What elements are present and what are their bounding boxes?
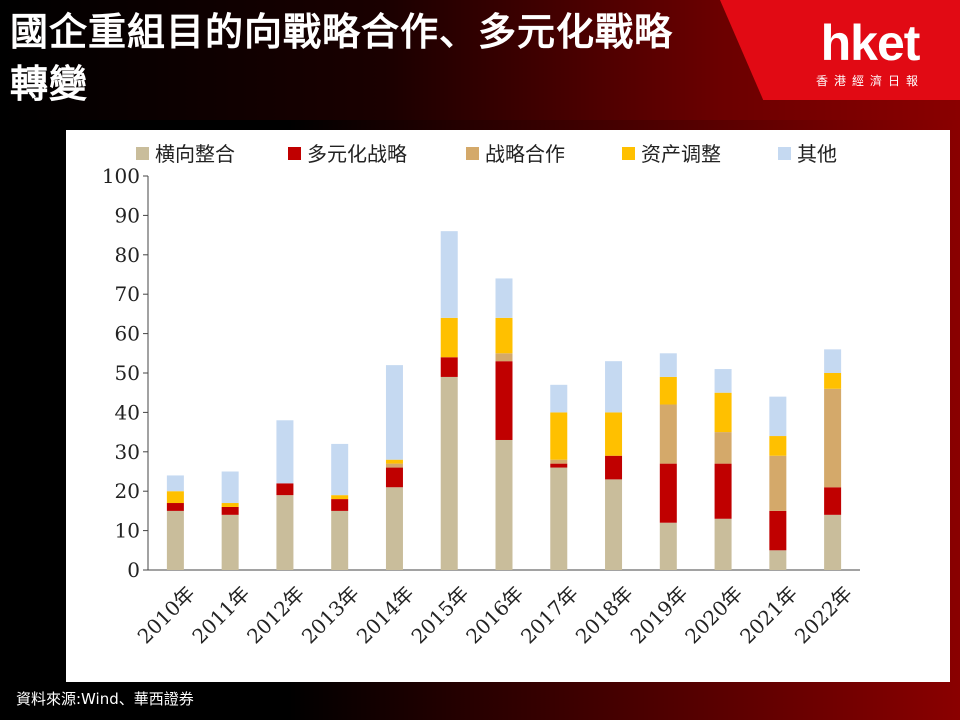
bar-segment xyxy=(385,467,403,488)
bar-segment xyxy=(495,361,513,440)
bar-segment xyxy=(659,522,677,570)
x-tick-label: 2013年 xyxy=(297,581,364,648)
legend-swatch xyxy=(466,147,479,160)
bar-segment xyxy=(495,278,513,318)
bar-segment xyxy=(166,510,184,570)
bar-segment xyxy=(824,349,842,373)
logo-background xyxy=(720,0,960,100)
y-tick-label: 60 xyxy=(115,322,140,346)
bar-segment xyxy=(331,443,349,496)
bar-segment xyxy=(769,396,787,437)
bar-segment xyxy=(276,420,294,484)
bar-segment xyxy=(550,467,568,570)
bar-segment xyxy=(769,455,787,511)
legend-swatch xyxy=(778,147,791,160)
bar-segment xyxy=(605,455,623,480)
bar-segment xyxy=(550,412,568,460)
bar-segment xyxy=(769,550,787,570)
page-title: 國企重組目的向戰略合作、多元化戰略轉變 xyxy=(10,10,674,106)
bar-segment xyxy=(385,487,403,570)
bar-segment xyxy=(605,412,623,456)
bar-segment xyxy=(331,499,349,511)
y-tick-label: 0 xyxy=(127,558,140,582)
bar-segment xyxy=(221,514,239,570)
bar-segment xyxy=(824,373,842,389)
hket-logo-subtitle: 香港經濟日報 xyxy=(815,74,924,88)
y-tick-label: 30 xyxy=(115,440,140,464)
x-tick-label: 2014年 xyxy=(352,581,419,648)
bar-segment xyxy=(166,491,184,504)
bar-segment xyxy=(824,487,842,515)
legend-swatch xyxy=(136,147,149,160)
bar-segment xyxy=(605,479,623,570)
y-tick-label: 50 xyxy=(115,361,140,385)
bar-segment xyxy=(331,495,349,500)
x-tick-label: 2012年 xyxy=(242,581,309,648)
legend-label: 其他 xyxy=(797,142,837,166)
source-note: 資料來源:Wind、華西證券 xyxy=(16,690,194,708)
bar-segment xyxy=(659,463,677,523)
y-tick-label: 10 xyxy=(115,519,140,543)
y-tick-label: 70 xyxy=(115,282,140,306)
bar-segment xyxy=(714,369,732,393)
legend-label: 多元化战略 xyxy=(307,142,407,166)
bar-segment xyxy=(276,495,294,570)
x-tick-label: 2018年 xyxy=(571,581,638,648)
x-tick-label: 2015年 xyxy=(406,581,473,648)
bar-segment xyxy=(714,518,732,570)
chart-panel: 0 10 20 30 40 50 60 70 80 90 100 2010年 2011年 2012年 201… xyxy=(66,130,950,682)
x-tick-label: 2020年 xyxy=(680,581,747,648)
bar-segment xyxy=(769,436,787,456)
bar-segment xyxy=(550,384,568,413)
bar-segment xyxy=(659,404,677,464)
y-tick-label: 80 xyxy=(115,243,140,267)
x-tick-label: 2016年 xyxy=(461,581,528,648)
bar-segment xyxy=(495,317,513,354)
legend-swatch xyxy=(288,147,301,160)
bar-segment xyxy=(824,388,842,488)
bar-segment xyxy=(440,231,458,318)
bar-segment xyxy=(714,463,732,519)
bar-segment xyxy=(824,514,842,570)
legend-label: 战略合作 xyxy=(485,142,565,166)
x-tick-label: 2022年 xyxy=(790,581,857,648)
y-tick-label: 40 xyxy=(115,400,140,424)
y-tick-label: 90 xyxy=(115,203,140,227)
bar-segment xyxy=(385,365,403,460)
legend-swatch xyxy=(622,147,635,160)
bar-segment xyxy=(605,361,623,413)
bar-segment xyxy=(221,471,239,504)
bar-segment xyxy=(440,376,458,570)
bar-segment xyxy=(385,463,403,468)
x-tick-label: 2010年 xyxy=(133,581,200,648)
bar-segment xyxy=(495,353,513,362)
bar-segment xyxy=(769,510,787,551)
bar-segment xyxy=(550,459,568,464)
bar-segment xyxy=(221,506,239,515)
bar-segment xyxy=(440,317,458,358)
bar-segment xyxy=(714,392,732,433)
bar-segment xyxy=(166,475,184,492)
bar-segment xyxy=(276,483,294,496)
x-tick-label: 2017年 xyxy=(516,581,583,648)
bar-segment xyxy=(495,439,513,570)
bar-segment xyxy=(659,376,677,405)
y-tick-label: 100 xyxy=(102,164,140,188)
bar-segment xyxy=(221,503,239,507)
bar-segment xyxy=(331,510,349,570)
bar-segment xyxy=(440,357,458,377)
legend-label: 资产调整 xyxy=(641,142,721,166)
bar-segment xyxy=(385,459,403,464)
y-tick-label: 20 xyxy=(115,479,140,503)
x-tick-label: 2019年 xyxy=(625,581,692,648)
x-tick-label: 2011年 xyxy=(187,581,254,648)
legend-label: 横向整合 xyxy=(155,142,235,166)
bar-segment xyxy=(714,432,732,464)
hket-logo: hket xyxy=(820,15,921,71)
bar-segment xyxy=(550,463,568,468)
stacked-bar-chart: 01020304050607080901002010年2011年2012年201… xyxy=(102,142,860,648)
bar-segment xyxy=(166,503,184,511)
bar-segment xyxy=(659,353,677,377)
x-tick-label: 2021年 xyxy=(735,581,802,648)
